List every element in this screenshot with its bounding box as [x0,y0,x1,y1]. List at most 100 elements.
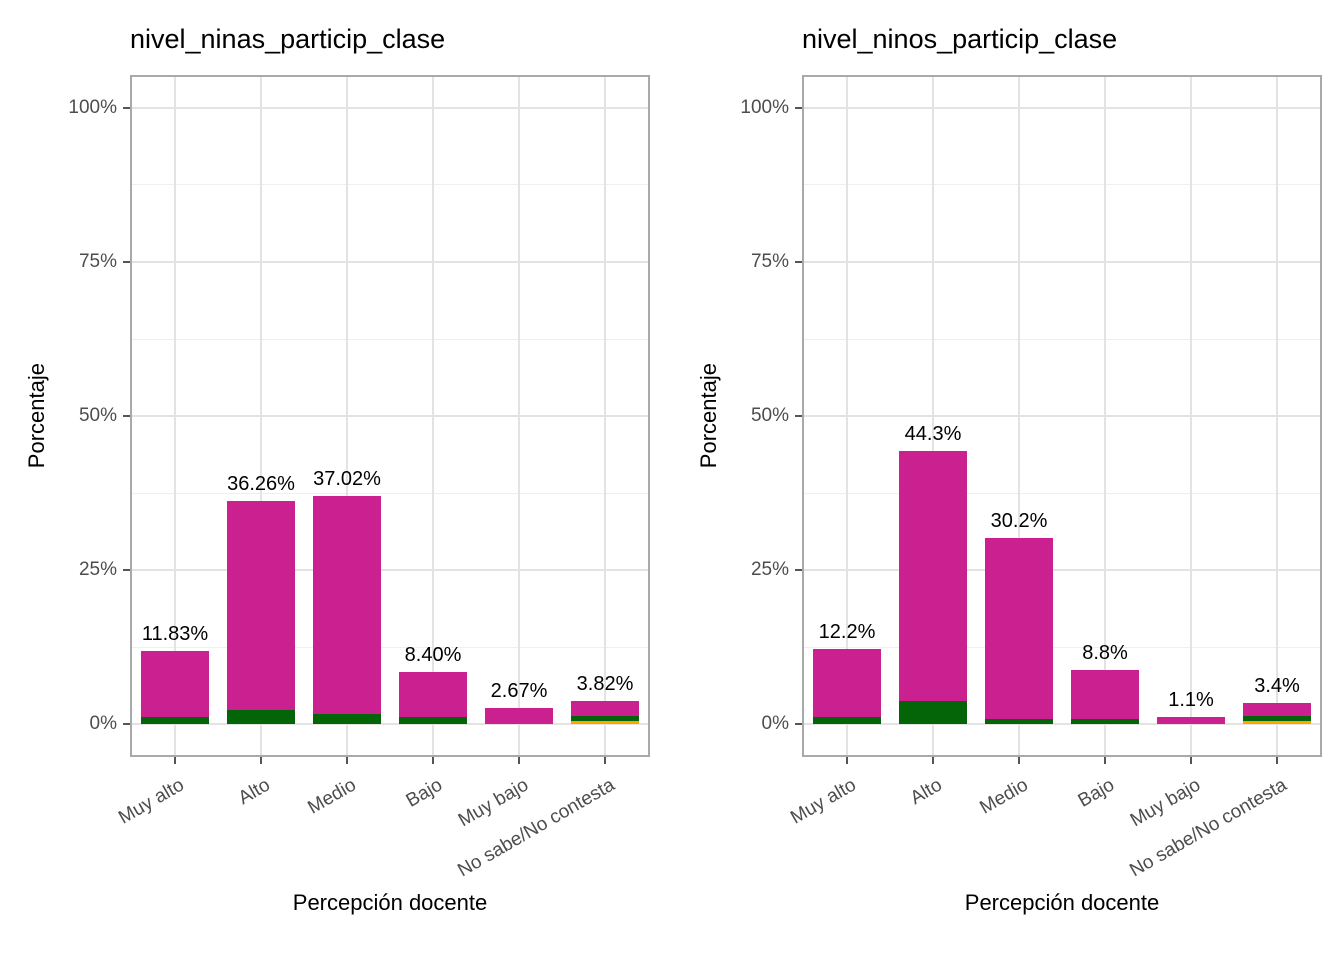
y-axis-label: 0% [89,713,117,735]
bar-muy-alto [140,651,210,725]
x-axis-label-bajo: Bajo [1074,774,1118,812]
bar-no-sabe-no-contesta [1242,703,1312,725]
gridline-major-vertical [846,77,848,755]
x-axis-title: Percepción docente [964,890,1160,915]
bar-segment-magenta [1242,703,1312,716]
bar-segment-magenta [1070,670,1140,720]
bar-segment-green [398,716,468,725]
plot-panel [802,75,1322,757]
y-axis-label: 75% [750,250,789,272]
gridline-major-horizontal [132,106,648,109]
bar-segment-green [1242,715,1312,722]
x-axis-label-muy-alto: Muy alto [115,774,188,829]
bar-segment-green [1070,719,1140,725]
x-axis-tick [346,757,348,764]
bar-segment-green [140,716,210,725]
gridline-major-vertical [174,77,176,755]
gridline-major-vertical [604,77,606,755]
y-axis-label: 25% [78,559,117,581]
x-axis-tick [932,757,934,764]
y-axis-tick [795,723,802,726]
gridline-minor-horizontal [132,646,648,648]
chart-ninos-particip-clase: nivel_ninos_particip_clase Porcentaje Pe… [672,0,1344,960]
y-axis-label: 0% [761,713,789,735]
gridline-major-horizontal [132,260,648,263]
gridline-major-vertical [932,77,934,755]
bar-segment-magenta [398,672,468,717]
gridline-major-vertical [1276,77,1278,755]
gridline-major-horizontal [804,723,1320,726]
x-axis-tick [1190,757,1192,764]
bar-value-label: 8.40% [404,644,462,667]
gridline-major-vertical [432,77,434,755]
y-axis-tick [795,260,802,263]
x-axis-label-no-sabe-no-contesta: No sabe/No contesta [1125,774,1290,882]
bar-value-label: 36.26% [227,472,295,495]
gridline-minor-horizontal [804,184,1320,186]
y-axis-label: 100% [740,96,789,118]
gridline-major-horizontal [804,106,1320,109]
bar-value-label: 3.4% [1254,675,1300,698]
x-axis-tick [260,757,262,764]
bar-segment-green [984,718,1054,725]
gridline-major-vertical [1018,77,1020,755]
gridline-major-horizontal [132,415,648,417]
bar-segment-green [812,716,882,725]
gridline-minor-horizontal [132,184,648,186]
bar-value-label: 1.1% [1168,689,1214,712]
x-axis-tick [432,757,434,764]
bar-medio [312,496,382,725]
bar-value-label: 11.83% [141,623,209,646]
y-axis-label: 75% [78,250,117,272]
gridline-minor-horizontal [804,338,1320,340]
gridline-major-horizontal [804,260,1320,263]
bar-no-sabe-no-contesta [570,700,640,725]
y-axis-tick [795,569,802,572]
y-axis-label: 100% [68,96,117,118]
bar-segment-magenta [140,651,210,717]
y-axis-tick [123,415,130,417]
bar-segment-green [898,701,968,725]
bar-value-label: 44.3% [904,423,962,446]
x-axis-tick [1018,757,1020,764]
bar-muy-bajo [484,707,554,725]
gridline-major-horizontal [804,415,1320,417]
x-axis-title: Percepción docente [292,890,488,915]
y-axis-tick [123,723,130,726]
bar-segment-magenta [898,451,968,702]
x-axis-label-no-sabe-no-contesta: No sabe/No contesta [453,774,618,882]
bar-value-label: 3.82% [576,672,634,695]
x-axis-label-alto: Alto [235,774,274,810]
x-axis-tick [174,757,176,764]
bar-value-label: 37.02% [313,468,381,490]
gridline-major-horizontal [132,723,648,726]
bar-segment-magenta [984,538,1054,719]
bar-value-label: 8.8% [1082,641,1128,664]
gridline-minor-horizontal [804,492,1320,494]
gridline-major-horizontal [132,569,648,572]
bar-alto [898,451,968,725]
bar-muy-alto [812,649,882,725]
bar-segment-magenta [484,707,554,725]
y-axis-tick [123,260,130,263]
bar-segment-green [570,715,640,721]
y-axis-tick [123,106,130,109]
bar-segment-orange [570,720,640,725]
bar-bajo [398,672,468,725]
gridline-major-vertical [518,77,520,755]
plot-panel [130,75,650,757]
y-axis-label: 50% [78,405,117,426]
bar-segment-green [312,713,382,725]
bar-segment-magenta [312,496,382,714]
y-axis-label: 25% [750,559,789,581]
gridline-major-vertical [346,77,348,755]
bar-value-label: 12.2% [818,621,876,643]
bar-alto [226,500,296,725]
y-axis-tick [795,106,802,109]
bar-segment-green [226,710,296,725]
x-axis-tick [1276,757,1278,764]
gridline-major-vertical [1190,77,1192,755]
x-axis-label-medio: Medio [304,774,360,819]
bar-segment-magenta [1156,717,1226,725]
chart-title: nivel_ninas_particip_clase [130,24,446,54]
